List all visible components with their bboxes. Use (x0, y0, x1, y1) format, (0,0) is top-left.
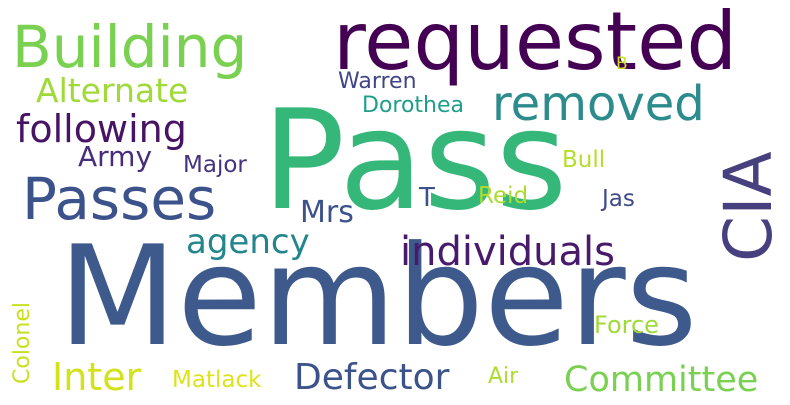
word-pass: Pass (262, 80, 568, 241)
word-agency: agency (186, 222, 310, 262)
word-dorothea: Dorothea (362, 93, 465, 118)
word-building: Building (12, 13, 248, 81)
word-defector: Defector (294, 357, 450, 398)
word-colonel: Colonel (10, 302, 35, 384)
word-t: T (419, 183, 435, 213)
word-warren: Warren (338, 69, 417, 94)
word-requested: requested (333, 0, 738, 88)
word-cia: CIA (710, 151, 787, 262)
word-members: Members (58, 216, 698, 377)
word-major: Major (183, 152, 247, 178)
word-bull: Bull (562, 147, 606, 173)
word-b: B (616, 54, 628, 74)
word-mrs: Mrs (300, 195, 354, 230)
word-alternate: Alternate (36, 71, 189, 110)
word-air: Air (488, 364, 519, 389)
word-individuals: individuals (400, 229, 615, 275)
word-jas: Jas (602, 186, 635, 212)
word-matlack: Matlack (172, 367, 262, 393)
word-army: Army (78, 140, 153, 173)
word-committee: Committee (564, 360, 759, 400)
word-following: following (16, 107, 187, 151)
word-passes: Passes (22, 165, 217, 233)
word-inter: Inter (52, 355, 142, 399)
word-force: Force (594, 311, 659, 339)
word-removed: removed (492, 76, 705, 132)
word-reid: Reid (478, 183, 529, 209)
